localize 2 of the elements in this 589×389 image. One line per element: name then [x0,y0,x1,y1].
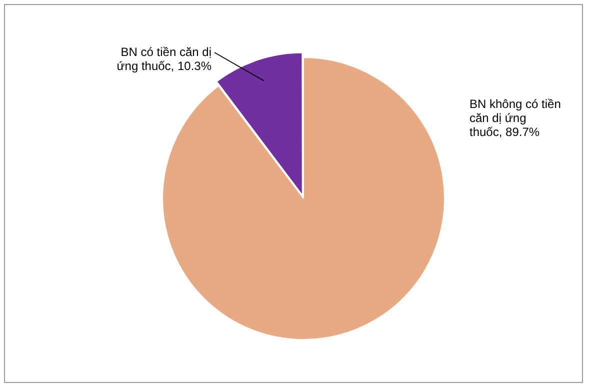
slice-label: BN không có tiền căn dị ứng thuốc, 89.7% [470,96,561,139]
slice-label: BN có tiền căn dị ứng thuốc, 10.3% [116,44,212,73]
